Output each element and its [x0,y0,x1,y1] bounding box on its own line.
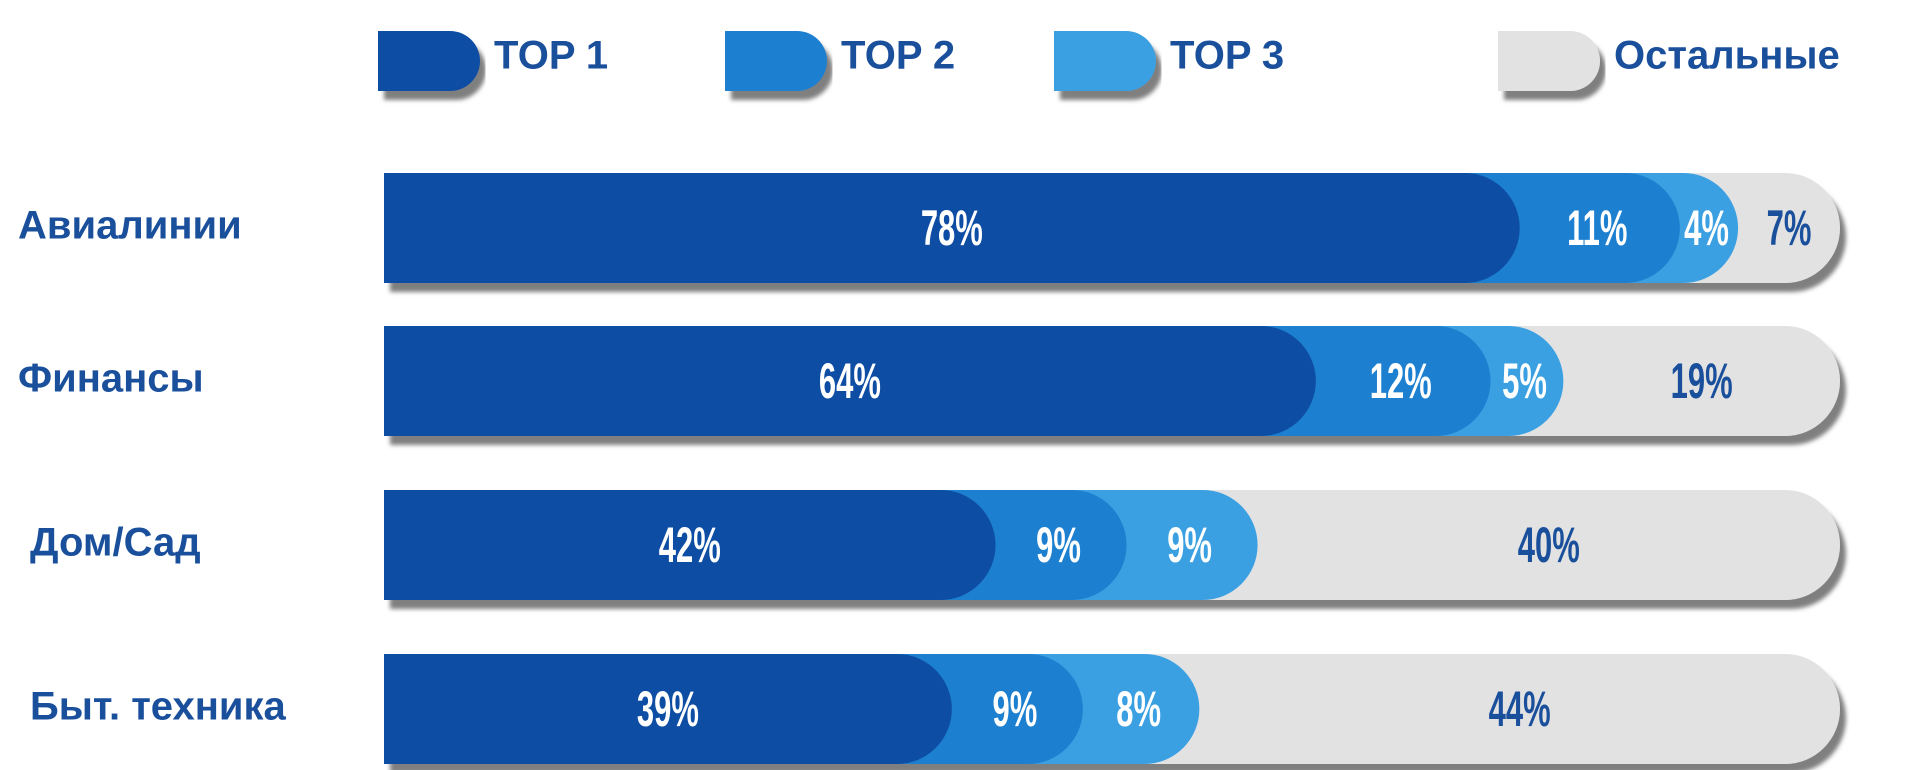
value-label: 78% [921,200,983,256]
value-label: 19% [1671,353,1733,409]
value-label: 44% [1489,681,1551,737]
legend-swatch [725,31,827,91]
category-label: Быт. техника [30,685,287,729]
value-label: 9% [992,681,1037,737]
legend-label: TOP 3 [1170,34,1284,78]
bar-group [384,654,1840,764]
bar-segment [1508,326,1840,436]
legend-swatch [1054,31,1156,91]
bar-segment [1144,654,1840,764]
value-label: 40% [1518,517,1580,573]
value-label: 64% [819,353,881,409]
bar-segment [1202,490,1840,600]
category-label: Дом/Сад [30,521,201,565]
legend-label: TOP 2 [841,34,955,78]
bar-segment [1260,326,1491,436]
bar-segment [384,326,1316,436]
value-label: 8% [1116,681,1161,737]
value-label: 12% [1370,353,1432,409]
category-label: Авиалинии [18,204,242,248]
value-label: 39% [637,681,699,737]
bar-segment [384,490,996,600]
value-label: 11% [1567,200,1627,256]
bar-group [384,173,1840,283]
value-label: 42% [659,517,721,573]
legend: TOP 1 TOP 2 TOP 3 Остальные [378,31,1840,91]
bar-segment [384,173,1520,283]
category-label: Финансы [18,357,204,401]
legend-label: TOP 1 [494,34,608,78]
value-label: 9% [1167,517,1212,573]
value-label: 9% [1036,517,1081,573]
value-label: 5% [1502,353,1547,409]
bars: Авиалинии 78% 11% 4% 7% Финансы 64% 12% 5% 19% Дом… [18,173,1840,764]
legend-swatch [378,31,480,91]
legend-swatch [1498,31,1600,91]
value-label: 4% [1684,200,1729,256]
value-label: 7% [1767,200,1812,256]
bar-segment [384,654,952,764]
bar-segment [1464,173,1680,283]
bar-group [384,490,1840,600]
legend-label: Остальные [1614,34,1840,78]
bar-group [384,326,1840,436]
